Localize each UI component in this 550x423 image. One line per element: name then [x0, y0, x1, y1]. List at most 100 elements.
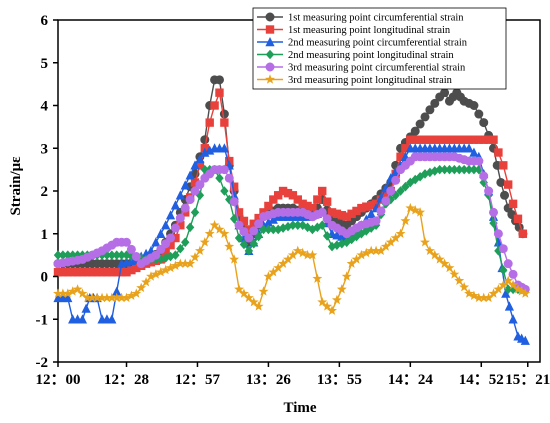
- data-point: [278, 186, 288, 196]
- data-point: [440, 164, 449, 175]
- data-point: [57, 288, 68, 298]
- data-point: [303, 222, 312, 233]
- data-point: [307, 249, 318, 260]
- x-tick-label: 12：57: [175, 372, 221, 388]
- data-point: [87, 292, 98, 303]
- data-point: [166, 240, 175, 250]
- data-point: [102, 250, 112, 260]
- data-point: [219, 165, 229, 175]
- data-point: [327, 208, 337, 217]
- data-point: [336, 284, 347, 294]
- data-point: [107, 314, 117, 324]
- data-point: [274, 224, 283, 235]
- data-point: [434, 254, 445, 264]
- legend-item: 1st measuring point circumferential stra…: [257, 13, 464, 24]
- data-point: [362, 202, 371, 211]
- data-point: [121, 292, 132, 303]
- data-point: [357, 203, 366, 213]
- y-tick-label: -2: [36, 355, 49, 371]
- data-point: [234, 208, 244, 217]
- data-point: [248, 296, 259, 307]
- data-point: [445, 135, 454, 144]
- data-point: [508, 199, 518, 209]
- data-point: [219, 228, 230, 238]
- data-point: [263, 217, 274, 227]
- data-point: [415, 119, 425, 129]
- legend-label: 1st measuring point circumferential stra…: [288, 13, 464, 24]
- data-point: [180, 203, 190, 213]
- data-point: [122, 268, 131, 277]
- data-point: [430, 135, 439, 144]
- data-point: [220, 186, 229, 196]
- data-point: [479, 118, 489, 128]
- legend-marker: [265, 37, 275, 47]
- data-point: [215, 88, 224, 97]
- data-point: [474, 109, 484, 119]
- data-point: [155, 267, 166, 277]
- data-point: [504, 301, 515, 311]
- data-point: [400, 215, 411, 226]
- data-point: [67, 286, 78, 296]
- legend-item: 1st measuring point longitudinal strain: [257, 25, 451, 36]
- data-point: [317, 207, 327, 217]
- data-point: [58, 268, 68, 277]
- data-point: [493, 284, 504, 294]
- x-tick-label: 13：55: [317, 372, 362, 388]
- data-point: [175, 190, 185, 200]
- data-point: [474, 135, 484, 144]
- data-point: [214, 75, 224, 85]
- data-point: [274, 191, 283, 200]
- data-point: [293, 220, 302, 230]
- data-point: [53, 288, 63, 298]
- data-point: [293, 195, 302, 204]
- data-point: [166, 233, 176, 243]
- data-point: [185, 195, 195, 205]
- data-point: [469, 135, 479, 144]
- data-point: [308, 224, 317, 235]
- x-axis-title: Time: [283, 400, 316, 416]
- data-point: [425, 167, 435, 178]
- data-point: [200, 135, 210, 145]
- data-point: [77, 314, 88, 324]
- data-point: [479, 177, 488, 188]
- data-point: [283, 188, 293, 198]
- data-point: [278, 258, 289, 268]
- data-point: [239, 239, 249, 250]
- data-point: [190, 178, 200, 187]
- data-point: [254, 219, 264, 229]
- data-point: [190, 160, 200, 170]
- x-tick-label: 14：52: [459, 372, 504, 388]
- data-point: [444, 262, 455, 273]
- legend-label: 3rd measuring point longitudinal strain: [288, 75, 453, 86]
- data-point: [219, 109, 229, 119]
- data-point: [288, 220, 298, 230]
- data-point: [244, 233, 254, 243]
- data-point: [499, 265, 508, 275]
- data-point: [493, 237, 504, 247]
- data-point: [269, 195, 278, 204]
- data-point: [380, 241, 391, 251]
- data-point: [459, 164, 469, 175]
- data-point: [518, 229, 528, 238]
- data-point: [63, 268, 72, 277]
- data-point: [194, 245, 205, 256]
- data-point: [494, 148, 503, 157]
- data-point: [234, 220, 244, 230]
- data-point: [224, 173, 234, 183]
- data-point: [327, 241, 337, 252]
- data-point: [254, 213, 263, 223]
- data-point: [180, 180, 190, 190]
- data-point: [395, 228, 406, 238]
- data-point: [185, 258, 196, 268]
- data-point: [171, 250, 180, 260]
- x-tick-label: 15：21: [505, 372, 550, 388]
- data-point: [488, 288, 499, 298]
- legend-marker: [265, 12, 275, 22]
- series-6: [53, 202, 531, 315]
- data-point: [468, 290, 479, 300]
- data-point: [449, 269, 460, 279]
- data-point: [190, 207, 200, 218]
- data-point: [239, 227, 249, 237]
